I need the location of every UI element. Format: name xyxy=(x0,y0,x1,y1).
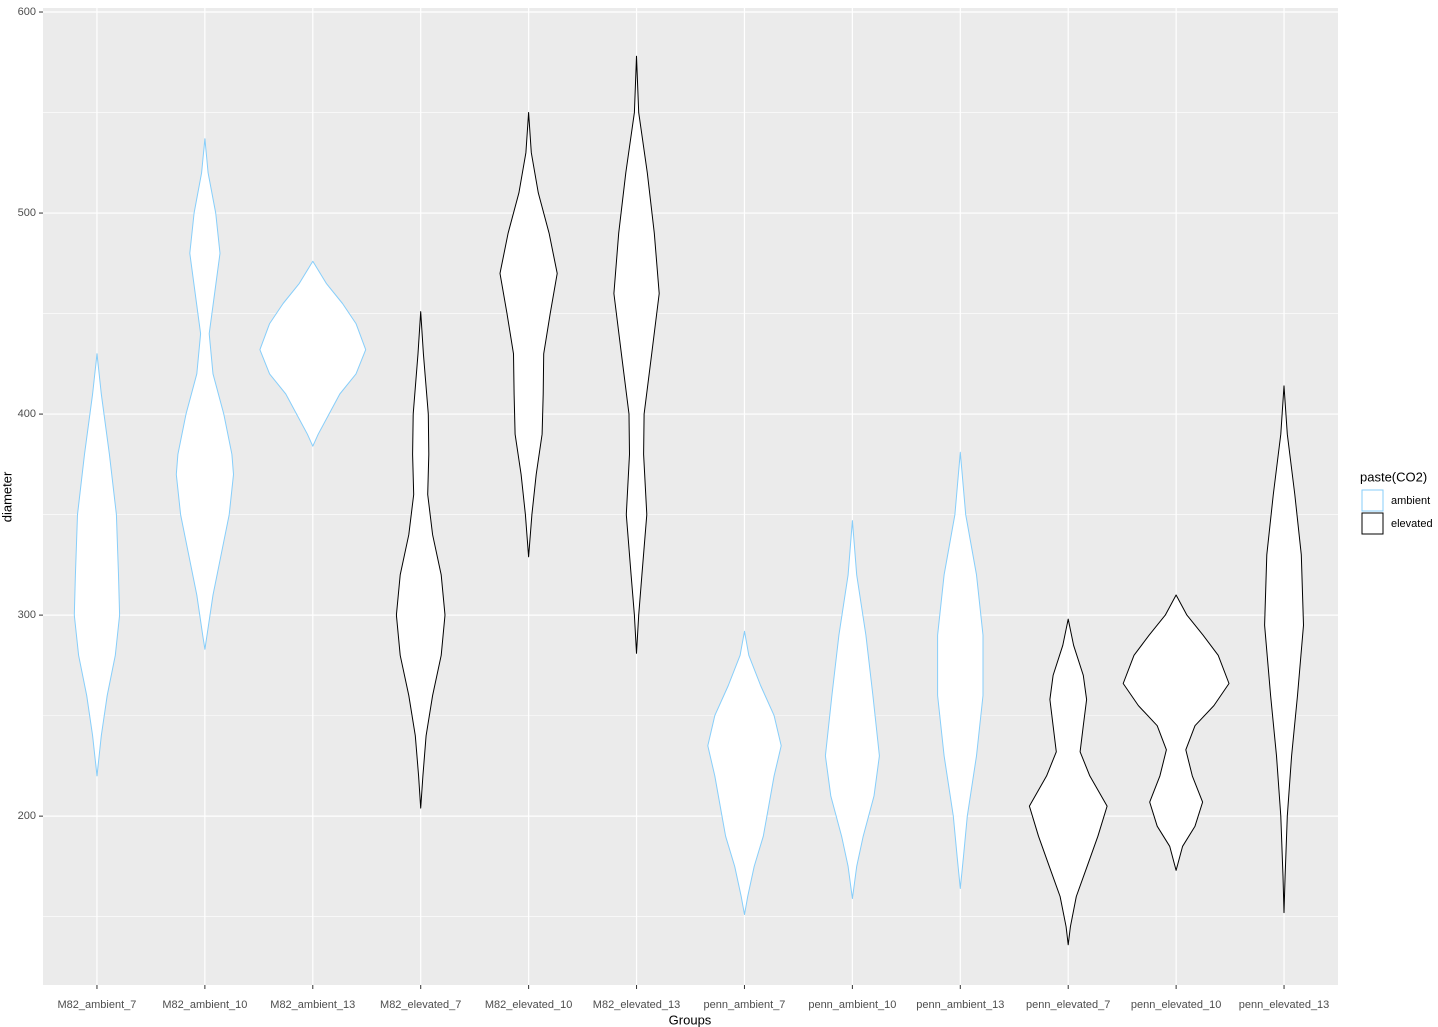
y-axis-title: diameter xyxy=(0,471,14,522)
plot-panel xyxy=(43,8,1338,985)
x-tick-label: penn_elevated_10 xyxy=(1131,999,1222,1011)
violin xyxy=(499,112,558,558)
legend-key xyxy=(1361,489,1384,512)
violin xyxy=(1264,385,1304,914)
x-tick-label: penn_ambient_13 xyxy=(916,999,1004,1011)
violin xyxy=(175,138,234,650)
y-tick-label: 200 xyxy=(18,810,36,822)
x-tick-label: M82_elevated_7 xyxy=(380,999,461,1011)
y-tick-label: 600 xyxy=(18,6,36,18)
x-tick-label: penn_ambient_10 xyxy=(808,999,896,1011)
legend-key xyxy=(1361,512,1384,535)
violin xyxy=(73,353,121,777)
violin xyxy=(395,311,446,809)
legend-title: paste(CO2) xyxy=(1360,469,1427,484)
x-tick-label: M82_ambient_13 xyxy=(270,999,355,1011)
x-tick-label: penn_ambient_7 xyxy=(703,999,785,1011)
violin xyxy=(824,520,880,900)
x-tick-label: M82_elevated_10 xyxy=(485,999,572,1011)
x-tick-label: penn_elevated_13 xyxy=(1239,999,1330,1011)
violin xyxy=(937,451,984,889)
legend-label: ambient xyxy=(1391,495,1430,507)
violin xyxy=(613,55,660,654)
x-axis-title: Groups xyxy=(669,1012,712,1027)
violin xyxy=(1028,618,1108,946)
y-tick-label: 400 xyxy=(18,408,36,420)
x-tick-label: M82_elevated_13 xyxy=(593,999,680,1011)
legend-label: elevated xyxy=(1391,518,1433,530)
x-tick-label: M82_ambient_7 xyxy=(58,999,137,1011)
violin xyxy=(707,630,782,916)
violin xyxy=(259,260,367,447)
violin xyxy=(1122,594,1230,871)
y-tick-label: 500 xyxy=(18,207,36,219)
x-tick-label: M82_ambient_10 xyxy=(162,999,247,1011)
x-tick-label: penn_elevated_7 xyxy=(1026,999,1110,1011)
y-tick-label: 300 xyxy=(18,609,36,621)
